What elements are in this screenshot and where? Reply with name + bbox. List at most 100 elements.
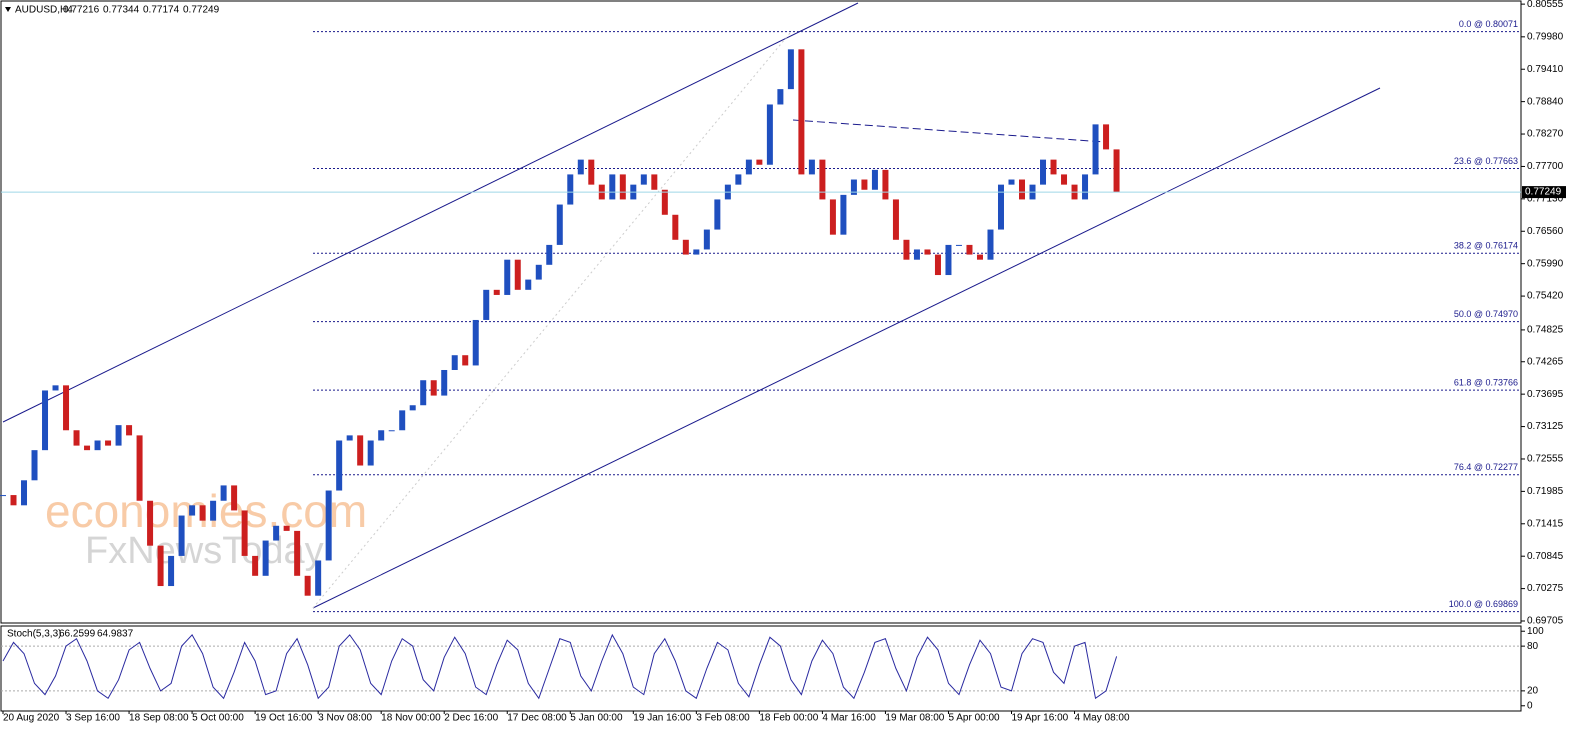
y-tick-label: 0.76560 <box>1527 226 1564 237</box>
candle <box>640 174 647 185</box>
candle <box>976 254 983 260</box>
y-tick-label: 0.80555 <box>1527 0 1564 10</box>
candle <box>409 405 416 411</box>
candle <box>136 435 143 501</box>
candle <box>651 174 658 190</box>
candle <box>756 159 763 165</box>
candle <box>703 229 710 250</box>
y-tick-label: 0.71415 <box>1527 518 1564 529</box>
fib-label: 23.6 @ 0.77663 <box>1454 156 1518 166</box>
x-tick-label: 4 May 08:00 <box>1075 713 1130 724</box>
indicator-tick-label: 20 <box>1527 686 1539 697</box>
candle <box>955 244 962 246</box>
candle <box>367 440 374 466</box>
candle <box>829 199 836 235</box>
x-tick-label: 5 Apr 00:00 <box>948 713 1000 724</box>
ohlc-value: 0.77174 <box>143 5 180 16</box>
watermark-text: FxNewsToday <box>85 530 324 572</box>
candle <box>147 500 154 546</box>
candle <box>966 244 973 255</box>
y-tick-label: 0.77700 <box>1527 161 1564 172</box>
header-arrow <box>5 7 11 12</box>
x-tick-label: 3 Sep 16:00 <box>66 713 120 724</box>
fib-label: 76.4 @ 0.72277 <box>1454 462 1518 472</box>
y-tick-label: 0.72555 <box>1527 454 1564 465</box>
candle <box>378 430 385 441</box>
candle <box>1040 159 1047 185</box>
candle <box>388 430 395 432</box>
fib-label: 38.2 @ 0.76174 <box>1454 241 1518 251</box>
candle <box>10 495 17 506</box>
candle <box>535 264 542 280</box>
candle <box>304 575 311 596</box>
y-tick-label: 0.78270 <box>1527 129 1564 140</box>
candle <box>157 545 164 587</box>
x-tick-label: 2 Dec 16:00 <box>444 713 498 724</box>
ohlc-value: 0.77344 <box>103 5 140 16</box>
candle <box>787 49 794 90</box>
candle <box>1113 149 1120 193</box>
candle <box>346 435 353 441</box>
candle <box>892 199 899 240</box>
candle <box>871 169 878 190</box>
indicator-panel <box>0 625 1522 712</box>
candle <box>199 505 206 521</box>
indicator-reading: 66.2599 <box>59 629 96 640</box>
indicator-tick-label: 80 <box>1527 641 1539 652</box>
x-tick-label: 4 Mar 16:00 <box>822 713 876 724</box>
indicator-tick-label: 0 <box>1527 700 1533 711</box>
candle <box>462 355 469 366</box>
candle <box>493 289 500 295</box>
candle <box>924 249 931 255</box>
watermark: economies.com FxNewsToday <box>45 485 367 572</box>
candle <box>903 239 910 260</box>
candle <box>252 555 259 576</box>
candle <box>609 174 616 200</box>
x-tick-label: 19 Oct 16:00 <box>255 713 313 724</box>
x-tick-label: 19 Mar 08:00 <box>885 713 944 724</box>
candle <box>451 355 458 370</box>
fib-label: 0.0 @ 0.80071 <box>1459 19 1518 29</box>
candle <box>84 445 91 451</box>
candle <box>220 485 227 501</box>
candle <box>325 490 332 561</box>
candle <box>483 289 490 320</box>
candle <box>1092 124 1099 175</box>
candle <box>1061 174 1068 185</box>
symbol: AUDUSD,H4 <box>15 5 73 16</box>
candle <box>126 425 133 436</box>
neckline <box>792 119 1106 143</box>
candle <box>262 540 269 576</box>
candle <box>808 159 815 175</box>
channel-line <box>2 2 859 423</box>
candle <box>210 500 217 521</box>
candle <box>882 169 889 200</box>
candle <box>1019 179 1026 200</box>
indicator-name: Stoch(5,3,3) <box>7 629 61 640</box>
y-tick-label: 0.70275 <box>1527 583 1564 594</box>
candle <box>1082 174 1089 200</box>
candle <box>1008 179 1015 185</box>
candle <box>861 179 868 190</box>
candle <box>178 515 185 556</box>
candle <box>357 435 364 466</box>
candle <box>399 410 406 431</box>
candle <box>21 480 28 506</box>
y-tick-label: 0.73125 <box>1527 421 1564 432</box>
candle <box>735 174 742 185</box>
candle <box>693 249 700 255</box>
y-tick-label: 0.74825 <box>1527 325 1564 336</box>
candle <box>714 199 721 230</box>
candle <box>52 385 59 391</box>
candle <box>42 390 49 451</box>
fib-label: 100.0 @ 0.69869 <box>1449 599 1518 609</box>
candle <box>315 560 322 596</box>
y-tick-label: 0.74265 <box>1527 356 1564 367</box>
y-tick-label: 0.75420 <box>1527 291 1564 302</box>
watermark-text: economies.com <box>45 485 367 537</box>
main-panel <box>0 0 1522 624</box>
candle <box>588 159 595 185</box>
indicator-line <box>2 633 1118 700</box>
candle <box>798 49 805 175</box>
ohlc-value: 0.77249 <box>183 5 220 16</box>
